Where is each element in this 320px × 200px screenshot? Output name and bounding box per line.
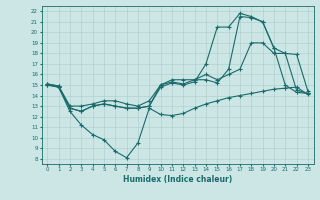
X-axis label: Humidex (Indice chaleur): Humidex (Indice chaleur) — [123, 175, 232, 184]
